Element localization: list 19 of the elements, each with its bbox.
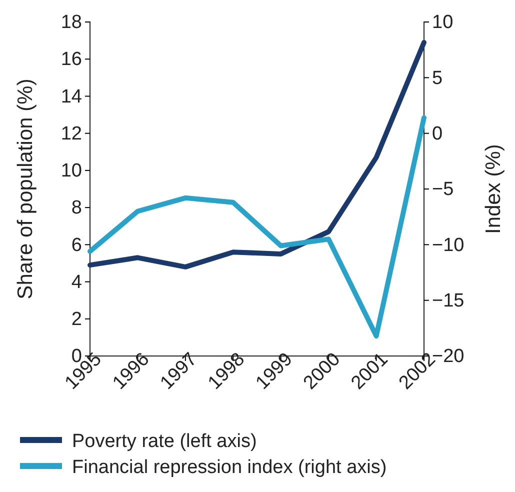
legend-label: Financial repression index (right axis) xyxy=(72,457,387,478)
y-tick-label: 12 xyxy=(60,123,82,144)
y2-tick-label: −15 xyxy=(432,290,464,312)
y2-tick-label: 0 xyxy=(432,123,443,144)
y2-tick-label: −5 xyxy=(432,179,454,200)
y-tick-label: 16 xyxy=(60,49,82,70)
y-tick-label: 2 xyxy=(71,308,82,330)
y-tick-label: 18 xyxy=(60,12,82,34)
y-tick-label: 6 xyxy=(71,234,82,256)
y-tick-label: 4 xyxy=(71,272,82,293)
y-axis-title: Share of population (%) xyxy=(14,78,37,300)
y2-tick-label: 10 xyxy=(432,12,454,34)
y-tick-label: 10 xyxy=(60,160,82,182)
legend-label: Poverty rate (left axis) xyxy=(72,431,257,452)
y2-axis-title: Index (%) xyxy=(482,144,505,234)
y-tick-label: 8 xyxy=(71,198,82,219)
y2-tick-label: −10 xyxy=(432,234,464,256)
y-tick-label: 14 xyxy=(60,86,82,108)
y2-tick-label: 5 xyxy=(432,68,443,89)
